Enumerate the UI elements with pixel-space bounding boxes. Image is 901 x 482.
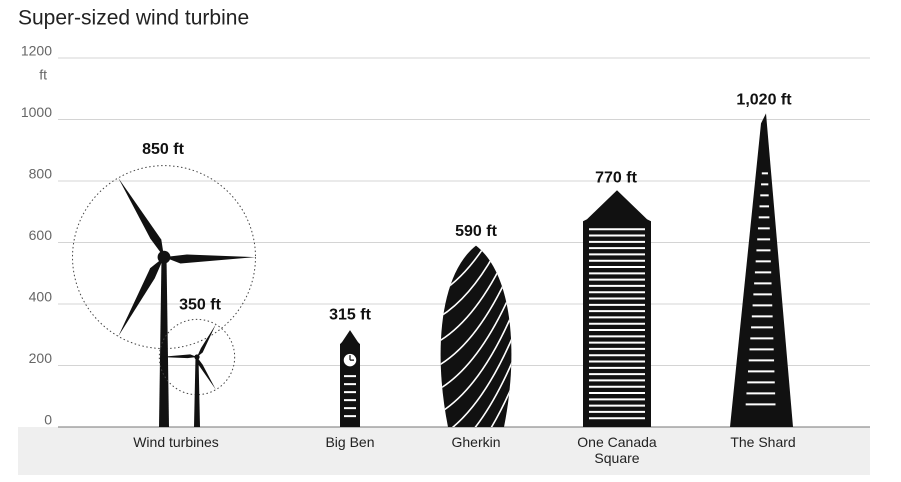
blade — [164, 254, 256, 264]
stripe — [440, 352, 512, 427]
category-band — [18, 427, 870, 475]
y-unit: ft — [39, 67, 47, 83]
blade — [118, 257, 164, 337]
x-tick-label: One Canada Square — [577, 434, 657, 466]
x-tick-label: Big Ben — [325, 434, 375, 450]
chart-title: Super-sized wind turbine — [18, 7, 249, 30]
y-tick-label: 1200 — [21, 43, 52, 59]
value-label: 850 ft — [142, 141, 184, 158]
y-tick-label: 1000 — [21, 104, 52, 120]
gherkin — [440, 245, 512, 427]
value-label: 315 ft — [329, 306, 371, 323]
stripe — [440, 376, 512, 427]
one-canada-square — [583, 190, 651, 427]
blade — [197, 324, 216, 358]
stripe — [440, 328, 512, 427]
y-tick-label: 400 — [29, 289, 53, 305]
turbine — [158, 318, 236, 427]
y-tick-label: 0 — [44, 412, 52, 428]
value-label: 350 ft — [179, 297, 221, 314]
blade — [197, 357, 216, 390]
x-tick-label: Wind turbines — [133, 434, 219, 450]
the-shard — [730, 113, 793, 427]
value-label: 1,020 ft — [736, 92, 792, 109]
value-label: 590 ft — [455, 223, 497, 240]
tower — [159, 257, 169, 427]
big-ben — [340, 330, 360, 427]
clock-hands — [349, 355, 354, 361]
value-label: 770 ft — [595, 169, 637, 186]
y-tick-label: 200 — [29, 350, 53, 366]
hub — [157, 250, 171, 264]
x-tick-label: The Shard — [730, 434, 796, 450]
hub — [194, 354, 200, 360]
blade — [118, 177, 164, 258]
turbine — [72, 165, 256, 427]
y-tick-label: 800 — [29, 166, 53, 182]
tower — [194, 357, 200, 427]
rotor-circle — [158, 318, 236, 396]
blade — [159, 354, 197, 359]
x-tick-label: Gherkin — [451, 434, 501, 450]
stripe — [440, 304, 512, 416]
stripe — [440, 245, 512, 320]
y-tick-label: 600 — [29, 227, 53, 243]
